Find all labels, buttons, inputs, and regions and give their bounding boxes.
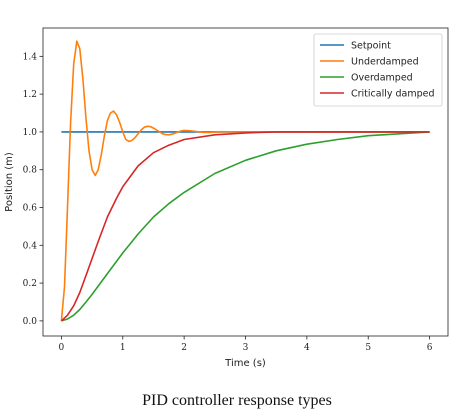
- legend-label: Setpoint: [351, 41, 391, 52]
- y-axis-ticks: 0.0 0.2 0.4 0.6 0.8 1.0 1.2 1.4: [23, 52, 43, 327]
- y-tick-label: 1.2: [23, 90, 37, 100]
- x-tick-label: 5: [365, 343, 371, 353]
- x-tick-label: 3: [243, 343, 249, 353]
- x-tick-label: 1: [120, 343, 126, 353]
- y-tick-label: 0.8: [23, 166, 38, 176]
- x-tick-label: 2: [181, 343, 187, 353]
- legend-label: Overdamped: [351, 73, 413, 84]
- legend-box: [313, 33, 443, 107]
- pid-response-chart: 0.0 0.2 0.4 0.6 0.8 1.0 1.2 1.4 0 1 2 3 4 5 6 Time (s…: [4, 27, 449, 369]
- y-tick-label: 0.4: [23, 241, 38, 251]
- legend-label: Underdamped: [351, 57, 419, 68]
- series-line-2: [61, 131, 430, 322]
- y-tick-label: 1.4: [23, 52, 38, 62]
- y-tick-label: 0.2: [23, 279, 37, 289]
- series-layer: [60, 40, 430, 322]
- legend: Setpoint Underdamped Overdamped Critically …: [313, 33, 443, 107]
- series-line-3: [60, 131, 430, 322]
- y-tick-label: 0.0: [23, 317, 38, 327]
- x-tick-label: 0: [59, 343, 65, 353]
- x-axis-label: Time (s): [224, 358, 266, 369]
- legend-label: Critically damped: [351, 89, 435, 100]
- figure-caption: PID controller response types: [142, 392, 332, 409]
- x-tick-label: 6: [427, 343, 433, 353]
- y-tick-label: 0.6: [23, 204, 38, 214]
- series-line-1: [60, 40, 430, 321]
- x-axis-ticks: 0 1 2 3 4 5 6: [59, 336, 433, 353]
- y-axis-label: Position (m): [4, 152, 15, 212]
- y-tick-label: 1.0: [23, 128, 38, 138]
- x-tick-label: 4: [304, 343, 310, 353]
